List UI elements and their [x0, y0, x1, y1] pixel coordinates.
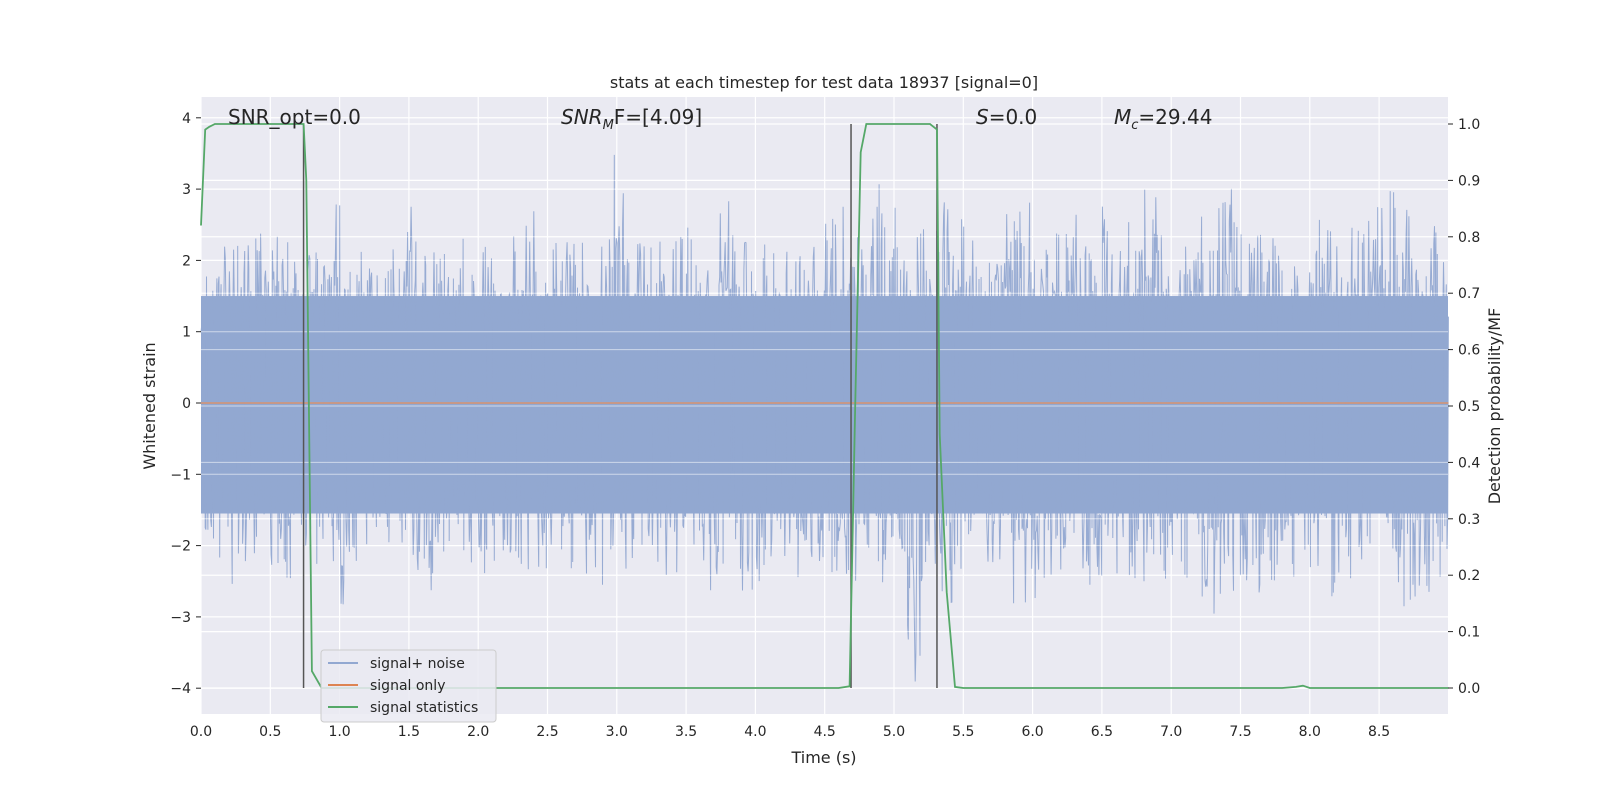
x-tick-label: 1.5 — [398, 724, 420, 740]
right-y-axis-ticks: 1.0 0.9 0.8 0.7 0.6 0.5 0.4 0.3 0.2 0.1 0.0 — [1448, 117, 1480, 697]
x-tick-label: 5.5 — [952, 724, 974, 740]
y-tick-label: 2 — [182, 253, 191, 269]
legend-box — [320, 649, 497, 723]
annotation-snr-mf: SNRMF=[4.09] — [561, 105, 702, 133]
snr-mf-symbol: SNR — [561, 105, 603, 129]
y-tick-label: 3 — [182, 182, 191, 198]
x-tick-label: 7.5 — [1229, 724, 1251, 740]
right-y-tick-label: 1.0 — [1458, 117, 1480, 133]
x-tick-label: 2.5 — [536, 724, 558, 740]
s-value: =0.0 — [989, 105, 1038, 129]
y-tick-label: 1 — [182, 325, 191, 341]
mc-subscript: c — [1131, 118, 1138, 133]
annotation-snr-opt: SNR_opt=0.0 — [228, 105, 361, 129]
y-tick-label: −4 — [170, 681, 191, 697]
y-axis-label: Whitened strain — [140, 342, 159, 469]
right-y-tick-label: 0.6 — [1458, 343, 1480, 359]
y-tick-label: −2 — [170, 539, 191, 555]
legend: signal+ noise signal only signal statist… — [320, 649, 497, 723]
left-y-axis-ticks: 4 3 2 1 0 −1 −2 −3 −4 — [170, 111, 201, 697]
right-y-tick-label: 0.7 — [1458, 286, 1480, 302]
x-tick-label: 4.0 — [744, 724, 766, 740]
mc-value: =29.44 — [1138, 105, 1212, 129]
x-tick-label: 7.0 — [1160, 724, 1182, 740]
noise-line — [200, 154, 1449, 682]
annotation-s: S=0.0 — [976, 105, 1037, 129]
signal-statistics-series — [200, 123, 1449, 689]
x-tick-label: 8.0 — [1299, 724, 1321, 740]
x-tick-label: 8.5 — [1368, 724, 1390, 740]
x-tick-label: 6.0 — [1021, 724, 1043, 740]
noise-series — [200, 117, 1449, 689]
x-tick-label: 4.5 — [814, 724, 836, 740]
x-tick-label: 5.0 — [883, 724, 905, 740]
right-y-tick-label: 0.9 — [1458, 173, 1480, 189]
x-tick-label: 3.5 — [675, 724, 697, 740]
x-axis-ticks: 0.0 0.5 1.0 1.5 2.0 2.5 3.0 3.5 4.0 4.5 5.0 5.5 6.0 6… — [190, 724, 1390, 740]
legend-label-noise: signal+ noise — [370, 656, 465, 672]
x-tick-label: 3.0 — [606, 724, 628, 740]
chart-title: stats at each timestep for test data 189… — [610, 73, 1038, 92]
legend-label-signal-only: signal only — [370, 678, 445, 694]
signal-statistics-line — [200, 123, 1449, 689]
right-y-tick-label: 0.1 — [1458, 625, 1480, 641]
x-axis-label: Time (s) — [790, 748, 856, 767]
y-tick-label: −1 — [170, 467, 191, 483]
y-tick-label: 4 — [182, 111, 191, 127]
x-tick-label: 6.5 — [1091, 724, 1113, 740]
x-tick-label: 0.0 — [190, 724, 212, 740]
right-y-tick-label: 0.2 — [1458, 568, 1480, 584]
legend-label-statistics: signal statistics — [370, 700, 478, 716]
mc-symbol: M — [1114, 105, 1131, 129]
right-y-tick-label: 0.0 — [1458, 681, 1480, 697]
right-y-tick-label: 0.4 — [1458, 455, 1480, 471]
y-tick-label: 0 — [182, 396, 191, 412]
x-tick-label: 0.5 — [259, 724, 281, 740]
right-y-axis-label: Detection probability/MF — [1485, 308, 1504, 505]
right-y-tick-label: 0.5 — [1458, 399, 1480, 415]
right-y-tick-label: 0.8 — [1458, 230, 1480, 246]
x-tick-label: 2.0 — [467, 724, 489, 740]
snr-mf-subscript: M — [603, 118, 614, 133]
right-y-tick-label: 0.3 — [1458, 512, 1480, 528]
snr-mf-value: F=[4.09] — [614, 105, 702, 129]
annotation-mc: Mc=29.44 — [1114, 105, 1212, 133]
y-tick-label: −3 — [170, 610, 191, 626]
x-tick-label: 1.0 — [328, 724, 350, 740]
s-symbol: S — [976, 105, 989, 129]
